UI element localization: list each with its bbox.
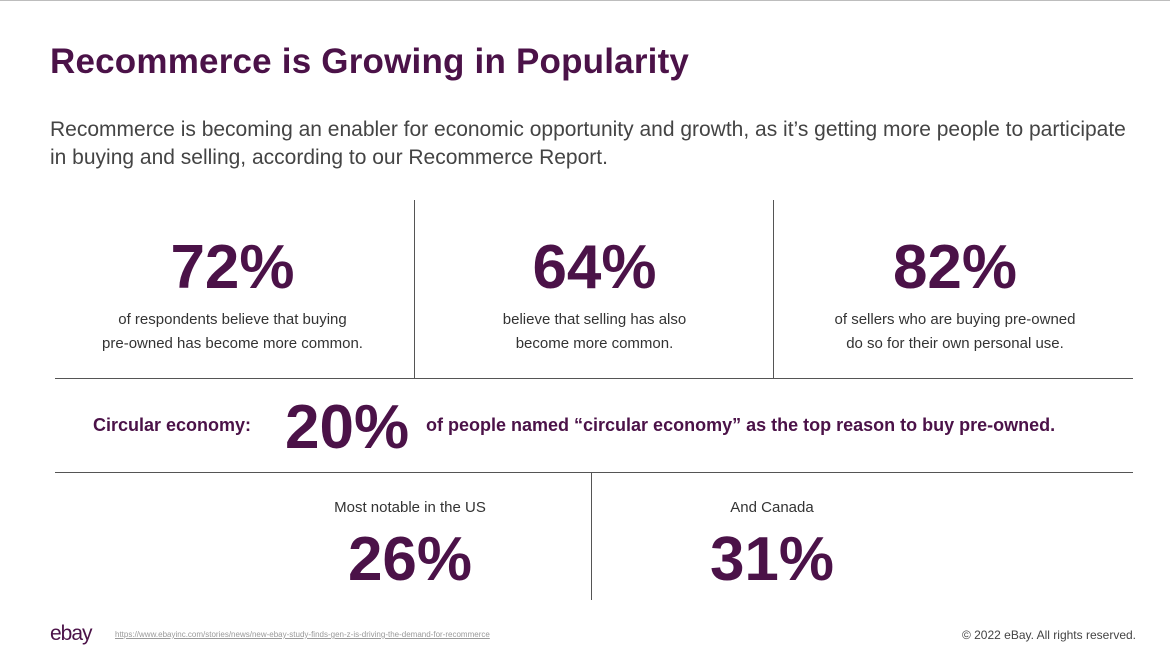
region-value: 31%	[709, 525, 835, 594]
circular-economy-value: 20%	[285, 393, 410, 462]
circular-economy-label: Circular economy:	[93, 415, 252, 435]
top-rule	[0, 0, 1170, 1]
stat-value: 72%	[170, 233, 295, 302]
divider-vertical-1	[414, 200, 415, 378]
region-label: And Canada	[730, 499, 814, 516]
region-block-canada: And Canada 31%	[622, 498, 922, 592]
ebay-logo: ebay	[50, 622, 93, 645]
stat-block-buying: 72% of respondents believe that buying p…	[55, 236, 410, 356]
region-value: 26%	[347, 525, 473, 594]
divider-horizontal-1	[55, 378, 1133, 379]
divider-horizontal-2	[55, 472, 1133, 473]
divider-vertical-3	[591, 472, 592, 600]
stat-desc-line: become more common.	[515, 335, 674, 352]
stat-value: 82%	[892, 233, 1018, 302]
stat-desc-line: of respondents believe that buying	[118, 311, 347, 328]
source-link[interactable]: https://www.ebayinc.com/stories/news/new…	[115, 630, 490, 639]
stat-desc-line: believe that selling has also	[502, 311, 687, 328]
stat-desc-line: pre-owned has become more common.	[102, 335, 363, 352]
page-subtitle: Recommerce is becoming an enabler for ec…	[50, 118, 1126, 169]
page-title: Recommerce is Growing in Popularity	[50, 42, 690, 81]
region-label: Most notable in the US	[334, 499, 486, 516]
stat-value: 64%	[532, 233, 657, 302]
stat-block-selling: 64% believe that selling has also become…	[417, 236, 772, 356]
region-block-us: Most notable in the US 26%	[260, 498, 560, 592]
copyright-text: © 2022 eBay. All rights reserved.	[961, 628, 1136, 642]
stat-block-sellers: 82% of sellers who are buying pre-owned …	[776, 236, 1134, 356]
divider-vertical-2	[773, 200, 774, 378]
stat-desc-line: of sellers who are buying pre-owned	[834, 311, 1076, 328]
stat-desc-line: do so for their own personal use.	[846, 335, 1064, 352]
circular-economy-text: of people named “circular economy” as th…	[426, 415, 1056, 435]
